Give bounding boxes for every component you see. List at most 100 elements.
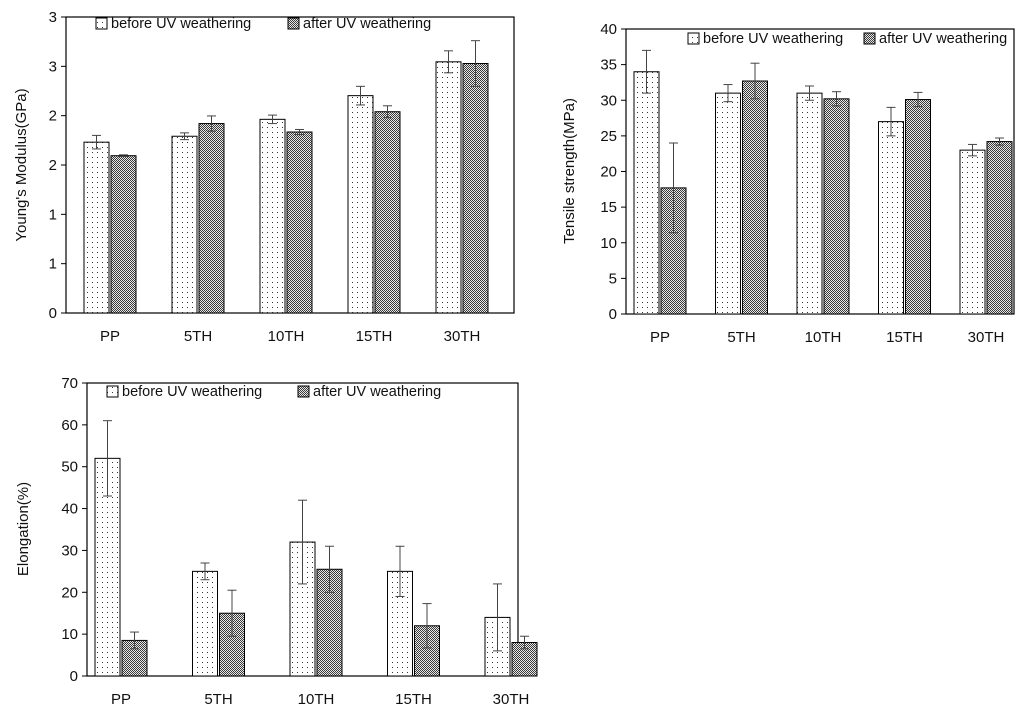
x-tick-label: 15TH (356, 328, 393, 345)
legend-swatch (297, 385, 310, 398)
bar-before-30th (959, 149, 986, 315)
legend-item-after: after UV weathering (297, 384, 441, 400)
y-tick-label: 20 (61, 584, 78, 601)
y-tick-label: 70 (61, 375, 78, 392)
x-tick-label: PP (100, 328, 120, 345)
chart-panel-1: 0 1 1 2 2 3 3 Young's Modulus(GPa) PP 5TH 10TH 15TH… (13, 9, 515, 345)
x-tick-label: 10TH (805, 329, 842, 346)
bar-after-15th (905, 99, 931, 315)
x-tick-label: 30TH (444, 328, 481, 345)
legend-swatch (106, 385, 119, 398)
legend-item-after: after UV weathering (287, 16, 431, 32)
error-bar-after-pp (119, 154, 128, 158)
bar-before-5th (715, 92, 741, 315)
y-tick-label: 5 (609, 270, 617, 287)
y-tick-label: 0 (49, 305, 57, 322)
error-bar-before-10th (805, 85, 814, 101)
y-tick-label: 10 (61, 626, 78, 643)
x-tick-label: 30TH (493, 691, 530, 708)
y-tick-label: 25 (600, 128, 617, 145)
error-bar-before-pp (642, 49, 651, 94)
y-axis-label: Tensile strength(MPa) (561, 98, 578, 244)
x-tick-label: 30TH (968, 329, 1005, 346)
bar-after-5th (198, 123, 225, 314)
error-bar-before-15th (356, 85, 365, 106)
x-tick-label: 15TH (886, 329, 923, 346)
y-tick-label: 2 (49, 157, 57, 174)
y-tick-label: 1 (49, 206, 57, 223)
error-bar-after-10th (832, 91, 841, 107)
chart-panel-2: 0 5 10 15 20 25 30 35 40 Tensile strength(MPa) PP 5… (561, 21, 1015, 346)
x-tick-label: PP (111, 691, 131, 708)
bar-after-5th (742, 80, 768, 315)
error-bar-after-pp (130, 631, 139, 650)
y-tick-label: 60 (61, 417, 78, 434)
error-bar-after-5th (227, 589, 237, 637)
error-bar-after-30th (520, 635, 529, 650)
error-bar-before-pp (92, 134, 101, 150)
y-tick-label: 30 (600, 92, 617, 109)
y-tick-label: 20 (600, 164, 617, 181)
x-tick-label: 10TH (268, 328, 305, 345)
legend-swatch (687, 32, 700, 45)
bar-before-15th (878, 121, 904, 315)
error-bar-before-30th (444, 50, 453, 74)
error-bar-before-5th (180, 132, 189, 141)
chart-panel-3: 0 10 20 30 40 50 60 70 Elongation(%) PP 5TH 10TH 15T… (15, 375, 538, 708)
legend-item-after: after UV weathering (863, 31, 1007, 47)
error-bar-before-10th (298, 499, 307, 585)
error-bar-after-15th (422, 603, 432, 649)
error-bar-before-10th (268, 114, 277, 125)
error-bar-after-pp (669, 142, 678, 234)
legend-swatch (287, 17, 300, 30)
error-bar-before-5th (200, 562, 210, 581)
legend-item-before: before UV weathering (95, 16, 251, 32)
legend-item-before: before UV weathering (106, 384, 262, 400)
bar-before-pp (83, 141, 110, 314)
legend-label: after UV weathering (879, 31, 1007, 47)
y-tick-label: 30 (61, 542, 78, 559)
x-tick-label: 5TH (184, 328, 212, 345)
legend-label: after UV weathering (313, 384, 441, 400)
y-tick-label: 2 (49, 108, 57, 125)
error-bar-before-30th (968, 143, 977, 157)
bar-before-5th (171, 135, 198, 314)
bar-after-5th (219, 612, 245, 677)
error-bar-before-5th (723, 84, 733, 103)
y-tick-label: 35 (600, 57, 617, 74)
error-bar-before-15th (395, 545, 405, 597)
legend-label: after UV weathering (303, 16, 431, 32)
y-tick-label: 1 (49, 256, 57, 273)
bar-before-30th (435, 61, 462, 314)
error-bar-before-30th (493, 583, 502, 652)
bar-after-30th (986, 141, 1013, 315)
bar-after-30th (462, 63, 489, 314)
bar-before-15th (347, 95, 374, 314)
y-tick-label: 15 (600, 199, 617, 216)
y-tick-label: 40 (600, 21, 617, 38)
y-tick-label: 50 (61, 459, 78, 476)
bar-before-pp (633, 71, 660, 315)
legend-label: before UV weathering (703, 31, 843, 47)
error-bar-after-30th (995, 137, 1004, 146)
error-bar-after-10th (295, 128, 304, 136)
y-tick-label: 0 (609, 306, 617, 323)
error-bar-after-5th (750, 62, 760, 100)
legend-swatch (863, 32, 876, 45)
y-tick-label: 40 (61, 501, 78, 518)
x-tick-label: 5TH (727, 329, 755, 346)
x-tick-label: 5TH (204, 691, 232, 708)
bar-after-10th (286, 131, 313, 314)
legend-item-before: before UV weathering (687, 31, 843, 47)
error-bar-after-15th (383, 105, 392, 119)
bar-after-10th (823, 98, 850, 315)
error-bar-after-5th (207, 115, 216, 132)
error-bar-after-15th (913, 91, 923, 108)
bar-before-10th (259, 118, 286, 314)
x-tick-label: 15TH (395, 691, 432, 708)
y-axis-label: Elongation(%) (15, 482, 32, 576)
y-tick-label: 3 (49, 58, 57, 75)
bar-after-pp (110, 155, 137, 314)
y-tick-label: 0 (70, 668, 78, 685)
legend-label: before UV weathering (111, 16, 251, 32)
